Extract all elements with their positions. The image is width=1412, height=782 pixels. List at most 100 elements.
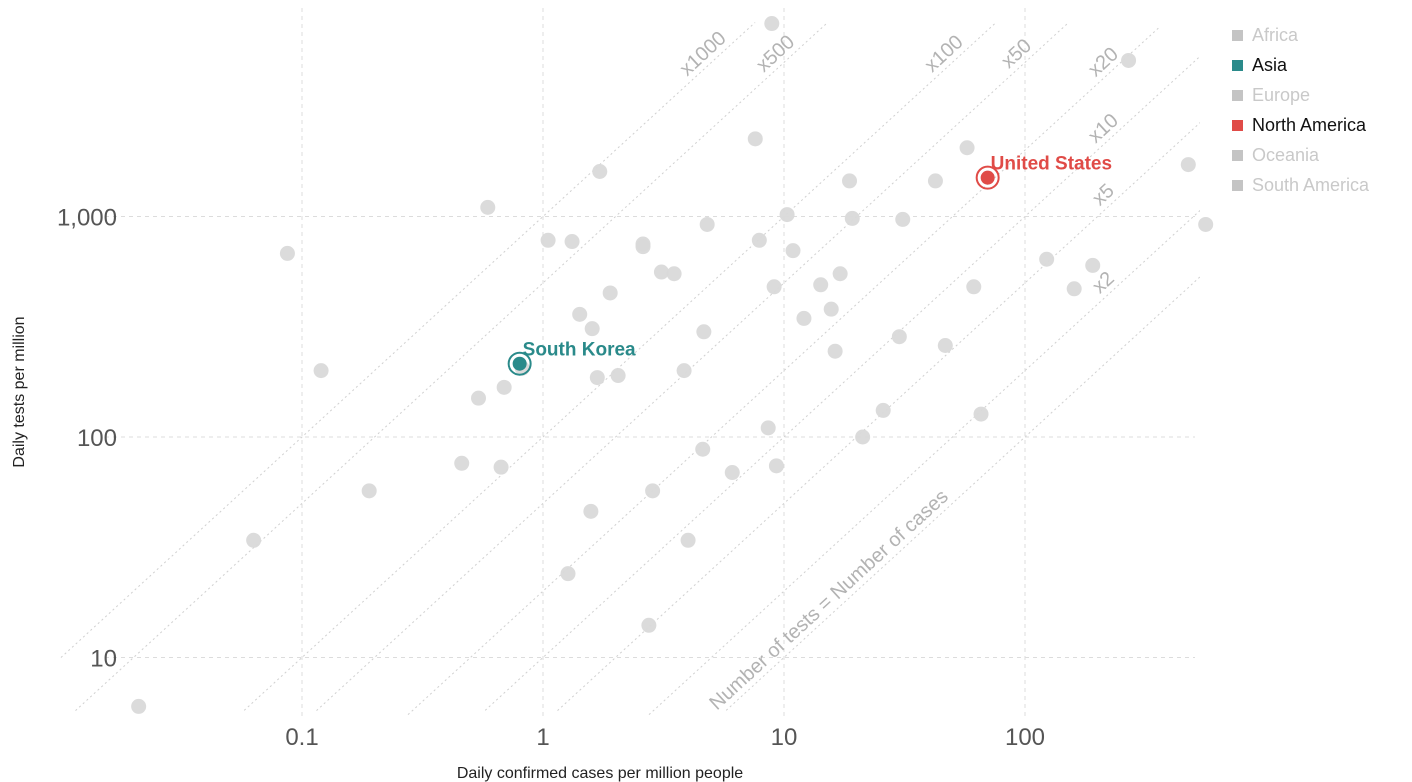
data-point xyxy=(560,566,576,582)
data-point xyxy=(1039,251,1055,267)
data-point xyxy=(796,310,812,326)
data-point xyxy=(779,207,795,223)
reference-line-labels: Number of tests = Number of casesx2x5x10… xyxy=(676,27,1123,714)
data-point xyxy=(635,239,651,255)
data-point xyxy=(1066,281,1082,297)
legend-label: South America xyxy=(1252,174,1370,195)
y-axis-title: Daily tests per million xyxy=(11,316,28,467)
data-point xyxy=(695,441,711,457)
y-tick-label: 100 xyxy=(77,425,117,452)
legend-item-south-america[interactable]: South America xyxy=(1232,170,1369,200)
legend-swatch xyxy=(1232,149,1243,161)
reference-line-label: x500 xyxy=(752,31,799,77)
data-points xyxy=(131,16,1214,714)
data-point xyxy=(592,163,608,179)
data-point xyxy=(471,390,487,406)
highlight-ring xyxy=(975,165,1000,190)
legend-item-north-america[interactable]: North America xyxy=(1232,110,1369,140)
legend-swatch xyxy=(1232,119,1243,131)
data-point xyxy=(937,337,953,353)
legend-swatch xyxy=(1232,89,1243,101)
data-point xyxy=(696,324,712,340)
reference-line xyxy=(243,22,997,711)
legend-swatch xyxy=(1232,29,1243,41)
legend-label: North America xyxy=(1252,114,1367,135)
data-point xyxy=(832,266,848,282)
data-point xyxy=(666,266,682,282)
reference-line-label: x5 xyxy=(1088,180,1118,210)
reference-line-label: x20 xyxy=(1084,43,1123,81)
legend-label: Asia xyxy=(1252,54,1288,75)
reference-line-label: x50 xyxy=(997,35,1036,73)
legend-swatch xyxy=(1232,59,1243,71)
highlight-label: United States xyxy=(991,154,1112,175)
highlight-label: South Korea xyxy=(523,340,636,361)
legend-label: Africa xyxy=(1252,24,1299,45)
legend-item-asia[interactable]: Asia xyxy=(1232,50,1369,80)
data-point xyxy=(641,617,657,633)
highlight-ring xyxy=(507,351,532,376)
data-point xyxy=(747,131,763,147)
data-point xyxy=(973,406,989,422)
data-point xyxy=(927,173,943,189)
data-point xyxy=(131,698,147,714)
reference-line-label: x100 xyxy=(921,31,968,77)
legend-item-oceania[interactable]: Oceania xyxy=(1232,140,1369,170)
data-point xyxy=(1198,216,1214,232)
y-tick-label: 1,000 xyxy=(57,205,117,232)
legend-swatch xyxy=(1232,179,1243,191)
legend-item-europe[interactable]: Europe xyxy=(1232,80,1369,110)
x-tick-label: 0.1 xyxy=(285,724,318,751)
data-point xyxy=(589,370,605,386)
y-tick-label: 10 xyxy=(90,646,117,673)
data-point xyxy=(676,363,692,379)
data-point xyxy=(764,16,780,32)
highlighted-points: South Korea United States xyxy=(507,154,1112,376)
data-point xyxy=(823,301,839,317)
data-point xyxy=(540,232,556,248)
highlight-point[interactable] xyxy=(512,356,527,371)
data-point xyxy=(496,379,512,395)
data-point xyxy=(1180,157,1196,173)
data-point xyxy=(855,429,871,445)
x-axis-ticks: 0.1 1 10 100 xyxy=(285,724,1045,751)
data-point xyxy=(493,459,509,475)
data-point xyxy=(583,503,599,519)
data-point xyxy=(572,306,588,322)
reference-line xyxy=(725,276,1200,711)
data-point xyxy=(895,211,911,227)
data-point xyxy=(313,363,329,379)
y-axis-ticks: 10 100 1,000 xyxy=(57,205,117,673)
reference-lines xyxy=(60,22,1200,715)
data-point xyxy=(842,173,858,189)
data-point xyxy=(361,483,377,499)
data-point xyxy=(699,216,715,232)
data-point xyxy=(279,245,295,261)
data-point xyxy=(564,234,580,250)
data-point xyxy=(480,199,496,215)
data-point xyxy=(768,458,784,474)
data-point xyxy=(246,532,262,548)
data-point xyxy=(760,420,776,436)
reference-line-label: x1000 xyxy=(676,27,731,80)
x-tick-label: 1 xyxy=(536,724,549,751)
reference-line xyxy=(75,22,828,711)
legend-label: Oceania xyxy=(1252,144,1320,165)
data-point xyxy=(645,483,661,499)
reference-line-label: x10 xyxy=(1084,110,1123,148)
data-point xyxy=(891,329,907,345)
legend-item-africa[interactable]: Africa xyxy=(1232,20,1369,50)
data-point xyxy=(610,368,626,384)
x-tick-label: 100 xyxy=(1005,724,1045,751)
data-point xyxy=(751,232,767,248)
data-point xyxy=(454,455,470,471)
data-point xyxy=(785,243,801,259)
data-point xyxy=(844,210,860,226)
reference-line xyxy=(60,22,756,658)
data-point xyxy=(875,402,891,418)
data-point xyxy=(1121,52,1137,68)
data-point xyxy=(584,321,600,337)
highlight-point[interactable] xyxy=(980,170,995,185)
x-tick-label: 10 xyxy=(771,724,798,751)
